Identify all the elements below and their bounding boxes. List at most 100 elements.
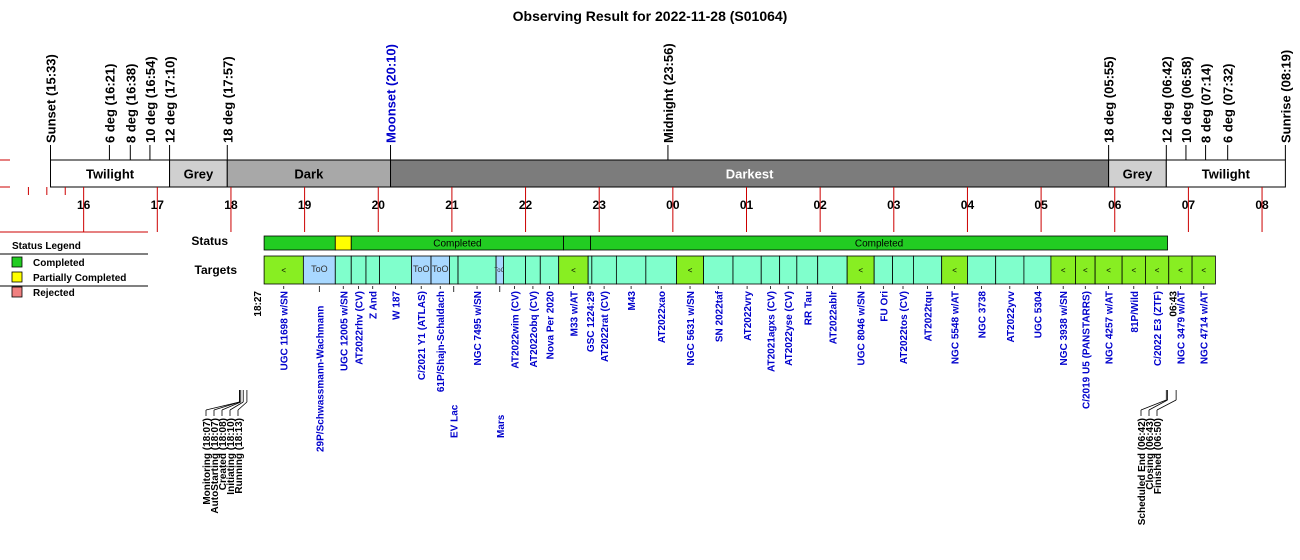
target-label: NGC 3479 w/AT [1176, 291, 1187, 364]
target-mark: < [858, 266, 863, 275]
status-row-label: Status [191, 234, 228, 248]
target-label: 81P/Wild [1130, 291, 1141, 333]
event-label: Scheduled End (06:42) [1137, 418, 1148, 525]
target-block [892, 255, 914, 285]
target-block [365, 255, 380, 285]
target-label: AT2022ablr [828, 291, 839, 344]
hour-tick-label: 04 [961, 198, 975, 212]
target-mark: < [281, 266, 286, 275]
target-label: NGC 3738 [978, 291, 989, 339]
target-mark: < [1155, 266, 1160, 275]
target-mark: < [571, 266, 576, 275]
sky-band-label: Grey [1123, 167, 1153, 182]
marker-label: 6 deg (07:32) [1221, 64, 1236, 143]
event-leader [1156, 399, 1177, 411]
hour-tick-label: 22 [519, 198, 533, 212]
target-block [558, 255, 589, 285]
target-label: AT2021agxs (CV) [766, 291, 777, 372]
target-label: M33 w/AT [569, 291, 580, 336]
marker-label: 8 deg (07:14) [1199, 64, 1214, 143]
chart-title: Observing Result for 2022-11-28 (S01064) [513, 8, 788, 24]
target-block [732, 255, 762, 285]
event-label: Finished (06:50) [1153, 418, 1164, 494]
event-leader [229, 401, 244, 411]
target-label: RR Tau [803, 291, 814, 325]
event-label: Initiating (18:10) [226, 418, 237, 495]
target-block [539, 255, 560, 285]
event-leader [213, 401, 240, 411]
target-label: AT2022obq (CV) [529, 291, 540, 368]
too-mark: ToO [432, 264, 449, 274]
event-leader [1140, 399, 1167, 411]
marker-label: Sunrise (08:19) [1278, 50, 1293, 143]
target-label: UGC 5304 [1033, 291, 1044, 339]
marker-label: 10 deg (06:58) [1179, 56, 1194, 143]
target-label: SN 2022taf [714, 290, 725, 342]
sky-band-label: Twilight [1202, 167, 1251, 182]
marker-label: Sunset (15:33) [44, 54, 59, 143]
target-label: AT2022tos (CV) [899, 291, 910, 364]
target-label: 61P/Shajn-Schaldach [436, 291, 447, 392]
target-block [967, 255, 997, 285]
event-label: Running (18:13) [234, 418, 245, 494]
target-block [779, 255, 798, 285]
target-label: UGC 11698 w/SN [280, 291, 291, 370]
event-label: AutoStarting (18:07) [210, 418, 221, 514]
hour-tick-label: 18 [224, 198, 238, 212]
target-block [334, 255, 352, 285]
status-segment [563, 235, 592, 251]
target-block [1023, 255, 1052, 285]
legend-swatch [11, 271, 23, 283]
target-label: NGC 3938 w/SN [1059, 291, 1070, 365]
target-label: C/2021 Y1 (ATLAS) [417, 291, 428, 380]
legend-label: Rejected [33, 288, 75, 299]
marker-label: 12 deg (17:10) [163, 56, 178, 143]
target-label: NGC 4257 w/AT [1105, 291, 1116, 364]
hour-tick-label: 23 [593, 198, 607, 212]
marker-label: 6 deg (16:21) [102, 64, 117, 143]
status-segment [263, 235, 336, 251]
target-label: EV Lac [450, 404, 461, 438]
marker-label: 18 deg (17:57) [220, 56, 235, 143]
legend-swatch [11, 256, 23, 268]
sky-band-label: Darkest [726, 167, 774, 182]
target-label: AT2022rat (CV) [600, 291, 611, 362]
marker-label: 8 deg (16:38) [123, 64, 138, 143]
target-block [503, 255, 526, 285]
target-label: AT2022rhv (CV) [355, 291, 366, 365]
event-leader [237, 401, 248, 411]
target-block [760, 255, 781, 285]
target-label: C/2022 E3 (ZTF) [1153, 291, 1164, 366]
marker-label: 12 deg (06:42) [1159, 56, 1174, 143]
hour-tick-label: 06 [1108, 198, 1122, 212]
target-label: NGC 5548 w/AT [951, 291, 962, 364]
target-block [645, 255, 677, 285]
status-legend: Status Legend Completed Partially Complete… [11, 241, 126, 299]
hour-tick-label: 02 [813, 198, 827, 212]
hour-tick-label: 08 [1255, 198, 1269, 212]
marker-label: Midnight (23:56) [661, 43, 676, 143]
target-block [995, 255, 1025, 285]
target-block [587, 255, 593, 285]
target-block [615, 255, 647, 285]
target-label: 29P/Schwassmann-Wachmann [315, 306, 326, 452]
target-label: UGC 12005 w/SN [339, 291, 350, 371]
marker-label: 10 deg (16:54) [143, 56, 158, 143]
target-label: NGC 4714 w/AT [1200, 291, 1211, 364]
target-label: AT2022wim (CV) [511, 291, 522, 369]
target-block [817, 255, 848, 285]
hour-tick-label: 07 [1182, 198, 1196, 212]
target-block [525, 255, 541, 285]
hour-tick-label: 05 [1034, 198, 1048, 212]
target-block [873, 255, 893, 285]
marker-label: 18 deg (05:55) [1102, 56, 1117, 143]
target-label: Nova Per 2020 [545, 291, 556, 360]
target-label: NGC 7495 w/SN [473, 291, 484, 365]
target-label: AT2022tqu [924, 291, 935, 341]
targets-row: Targets < UGC 11698 w/SN ToO 29P/Schwassmann… [0, 255, 1216, 452]
too-mark: ToO [494, 268, 505, 274]
status-segment-label: Completed [433, 239, 481, 250]
target-block [941, 255, 968, 285]
sky-band [226, 159, 392, 188]
sky-condition-bands: Twilight Grey Dark Darkest Grey Twilight [0, 159, 1286, 188]
